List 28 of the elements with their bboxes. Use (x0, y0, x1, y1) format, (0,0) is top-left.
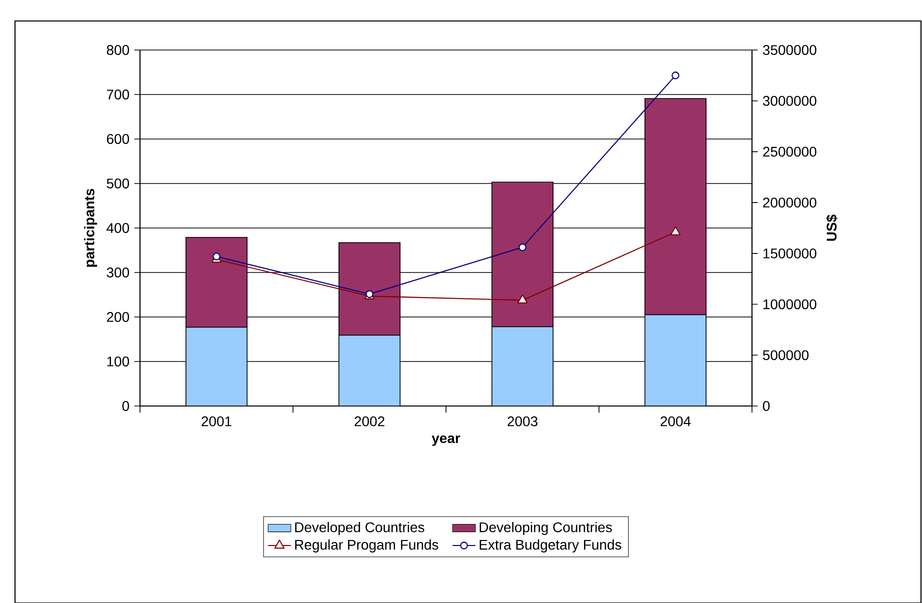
y2-tick-label: 1500000 (763, 248, 816, 258)
legend-label: Extra Budgetary Funds (480, 539, 622, 552)
y2-tick-label: 3500000 (762, 45, 816, 55)
y-axis-title: participants (84, 188, 98, 267)
y2-tick-label: 0 (762, 401, 770, 411)
y-tick-label: 400 (106, 223, 130, 233)
y2-tick-label: 1000000 (763, 299, 816, 310)
y-tick-label: 500 (106, 178, 130, 188)
y2-tick-label: 500000 (762, 350, 809, 360)
x-tick-label: 2001 (202, 416, 232, 426)
y-tick-label: 600 (106, 134, 130, 144)
x-axis-title: year (432, 435, 460, 446)
x-tick-label: 2003 (508, 416, 538, 426)
y2-axis-title: US$ (826, 214, 838, 241)
legend-label: Developed Countries (295, 522, 424, 535)
y-tick-label: 200 (106, 312, 130, 322)
legend-label: Regular Progam Funds (295, 539, 438, 552)
x-tick-label: 2004 (660, 416, 691, 426)
y-tick-label: 300 (106, 268, 130, 278)
legend-label: Developing Countries (480, 522, 612, 535)
y-tick-label: 0 (122, 401, 130, 411)
y-tick-label: 100 (107, 356, 130, 366)
y2-tick-label: 3000000 (762, 96, 816, 106)
x-tick-label: 2002 (354, 416, 384, 426)
y2-tick-label: 2000000 (763, 198, 816, 208)
y2-tick-label: 2500000 (763, 146, 816, 157)
y-tick-label: 800 (106, 45, 130, 55)
y-tick-label: 700 (106, 90, 130, 100)
